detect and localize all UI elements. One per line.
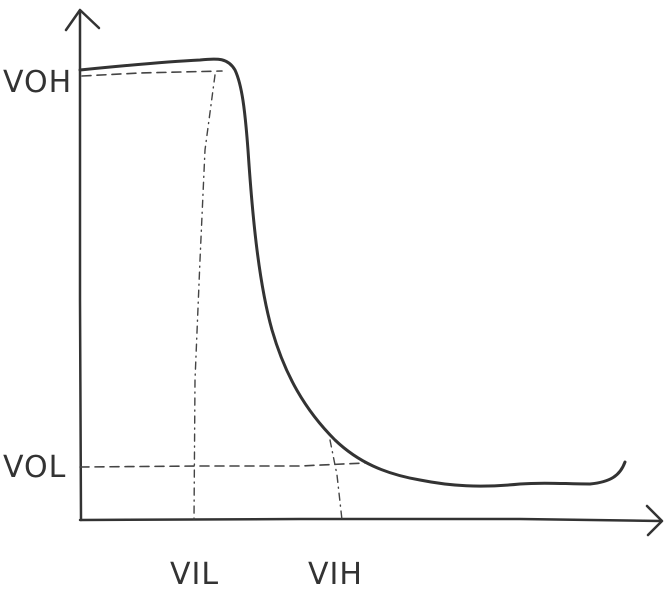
axes — [64, 8, 664, 537]
vol-label: VOL — [3, 450, 66, 485]
y-axis — [78, 10, 83, 522]
vil-guide-line — [193, 74, 216, 521]
voh-guide-line — [81, 70, 223, 77]
transfer-curve — [78, 57, 627, 488]
vih-label: VIH — [308, 557, 363, 592]
x-axis — [78, 517, 663, 523]
guide-lines — [79, 70, 366, 521]
x-axis-arrowhead — [645, 504, 664, 537]
vih-guide-line — [329, 439, 343, 521]
voh-label: VOH — [3, 65, 72, 100]
vol-guide-line — [79, 462, 366, 468]
vil-label: VIL — [170, 557, 219, 592]
y-axis-arrowhead — [64, 8, 101, 32]
